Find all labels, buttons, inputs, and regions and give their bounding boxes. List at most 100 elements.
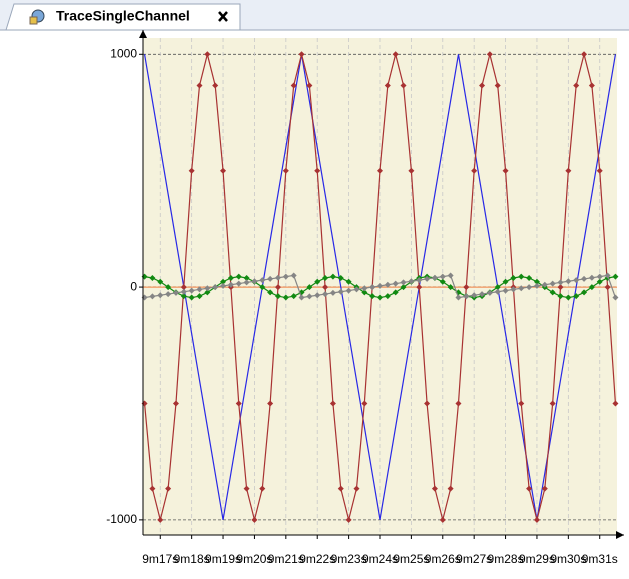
series-marker — [557, 284, 564, 291]
series-marker — [149, 485, 156, 492]
series-marker — [565, 167, 572, 174]
series-marker — [157, 516, 164, 523]
series-marker — [314, 292, 321, 299]
series-marker — [533, 516, 540, 523]
series-marker — [267, 275, 274, 282]
x-tick-label: 9m27s — [456, 552, 492, 566]
series-marker — [267, 400, 274, 407]
x-tick-label: 9m21s — [268, 552, 304, 566]
series-marker — [227, 275, 234, 282]
series-marker — [596, 278, 603, 285]
series-marker — [165, 485, 172, 492]
series-marker — [573, 277, 580, 284]
y-tick-label: -1000 — [106, 512, 137, 526]
series-marker — [180, 288, 187, 295]
series-marker — [306, 82, 313, 89]
series-marker — [361, 400, 368, 407]
series-marker — [518, 273, 525, 280]
series-marker — [439, 516, 446, 523]
series-marker — [447, 272, 454, 279]
x-tick-label: 9m19s — [205, 552, 241, 566]
series-marker — [353, 286, 360, 293]
series-marker — [204, 285, 211, 292]
series-marker — [439, 273, 446, 280]
x-axis-arrow — [616, 531, 624, 539]
tab[interactable] — [5, 3, 241, 31]
series-marker — [581, 51, 588, 58]
series-marker — [431, 274, 438, 281]
y-tick-label: 0 — [130, 279, 137, 293]
series-marker — [329, 400, 336, 407]
series-marker — [502, 278, 509, 285]
series-marker — [486, 51, 493, 58]
series-marker — [596, 273, 603, 280]
series-marker — [220, 278, 227, 285]
series-marker — [157, 292, 164, 299]
series-marker — [337, 275, 344, 282]
series-marker — [384, 293, 391, 300]
series-marker — [486, 289, 493, 296]
series-marker — [259, 284, 266, 291]
series-marker — [274, 284, 281, 291]
series-marker — [235, 280, 242, 287]
x-tick-label: 9m24s — [362, 552, 398, 566]
series-marker — [502, 287, 509, 294]
series-marker — [588, 284, 595, 291]
series-marker — [408, 167, 415, 174]
series-marker — [549, 400, 556, 407]
x-tick-label: 9m30s — [550, 552, 586, 566]
series-marker — [243, 275, 250, 282]
series-marker — [494, 82, 501, 89]
series-marker — [431, 485, 438, 492]
series-marker — [541, 281, 548, 288]
series-marker — [188, 294, 195, 301]
series-marker — [565, 294, 572, 301]
series-marker — [588, 274, 595, 281]
series-marker — [471, 167, 478, 174]
series-marker — [479, 82, 486, 89]
series-marker — [259, 277, 266, 284]
x-tick-label: 9m18s — [174, 552, 210, 566]
series-marker — [400, 284, 407, 291]
y-axis-arrow — [139, 30, 147, 38]
series-marker — [424, 275, 431, 282]
series-marker — [416, 277, 423, 284]
tab-close[interactable] — [218, 11, 228, 22]
series-marker — [353, 485, 360, 492]
series-marker — [424, 400, 431, 407]
series-marker — [212, 82, 219, 89]
series-marker — [282, 273, 289, 280]
series-marker — [345, 287, 352, 294]
series-marker — [165, 284, 172, 291]
series-marker — [565, 278, 572, 285]
series-marker — [361, 285, 368, 292]
series-marker — [494, 284, 501, 291]
series-marker — [447, 284, 454, 291]
series-marker — [612, 273, 619, 280]
series-marker — [400, 82, 407, 89]
series-marker — [510, 275, 517, 282]
series-marker — [329, 289, 336, 296]
series-marker — [361, 289, 368, 296]
series-marker — [377, 167, 383, 174]
series-marker — [455, 400, 462, 407]
series-marker — [369, 284, 376, 291]
series-marker — [149, 275, 156, 282]
series-marker — [549, 289, 556, 296]
series-marker — [549, 280, 556, 287]
series-marker — [298, 51, 305, 58]
series-marker — [447, 485, 454, 492]
series-marker — [204, 289, 211, 296]
series-marker — [541, 485, 548, 492]
series-marker — [337, 288, 344, 295]
series-marker — [588, 82, 595, 89]
series-marker — [526, 275, 533, 282]
series-marker — [518, 285, 525, 292]
series-marker — [510, 286, 517, 293]
series-marker — [282, 167, 289, 174]
series-marker — [557, 279, 564, 286]
series-marker — [533, 282, 540, 289]
series-marker — [384, 281, 391, 288]
series-marker — [526, 485, 533, 492]
